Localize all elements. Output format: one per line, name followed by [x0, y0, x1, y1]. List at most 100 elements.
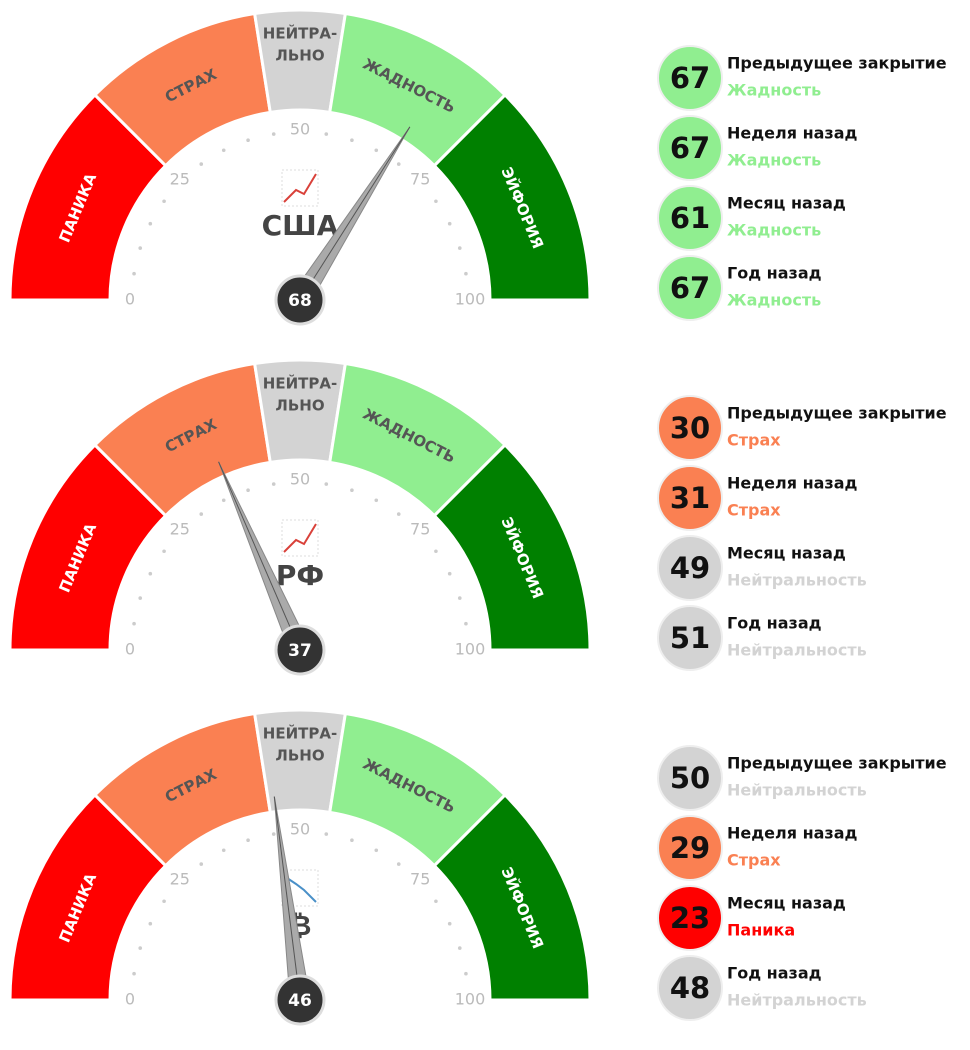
history-value: 67 — [670, 61, 710, 95]
value-circle — [274, 274, 326, 326]
history-status: Жадность — [727, 291, 821, 310]
minor-tick — [447, 921, 452, 926]
history-value: 29 — [670, 831, 710, 865]
history-status: Нейтральность — [727, 571, 867, 590]
tick-label: 100 — [455, 640, 486, 659]
minor-tick — [132, 271, 136, 276]
minor-tick — [324, 132, 329, 136]
minor-tick — [221, 498, 226, 503]
icon-line — [283, 523, 317, 553]
minor-tick — [246, 138, 250, 143]
history-circle — [657, 885, 723, 951]
minor-tick — [457, 946, 462, 950]
history-value: 30 — [670, 411, 710, 445]
zone-label: НЕЙТРА- ЛЬНО — [263, 24, 337, 65]
history-value: 67 — [670, 131, 710, 165]
minor-tick — [162, 199, 166, 204]
tick-label: 50 — [290, 470, 310, 489]
history-circle — [657, 45, 723, 111]
tick-label: 50 — [290, 820, 310, 839]
minor-tick — [148, 571, 153, 576]
history-label: Неделя назад — [727, 474, 858, 493]
tick-label: 75 — [410, 169, 430, 188]
icon-frame — [281, 519, 319, 557]
minor-tick — [132, 971, 136, 976]
minor-tick — [271, 832, 276, 836]
tick-label: 75 — [410, 869, 430, 888]
minor-tick — [132, 621, 136, 626]
zone-label: НЕЙТРА- ЛЬНО — [263, 724, 337, 765]
tick-label: 100 — [455, 990, 486, 1009]
gauge-label: РФ — [276, 559, 324, 592]
tick-label: 0 — [125, 290, 135, 309]
minor-tick — [350, 488, 354, 493]
minor-tick — [199, 162, 204, 166]
minor-tick — [396, 862, 401, 866]
minor-tick — [271, 482, 276, 486]
zone-label-line: ЛЬНО — [275, 747, 324, 765]
zone — [432, 92, 592, 302]
history-value: 51 — [670, 621, 710, 655]
history-value: 50 — [670, 761, 710, 795]
minor-tick — [138, 596, 143, 600]
history-value: 49 — [670, 551, 710, 585]
tick-label: 25 — [170, 869, 190, 888]
minor-tick — [396, 512, 401, 516]
history-label: Год назад — [727, 614, 822, 633]
minor-tick — [271, 132, 276, 136]
history-label: Месяц назад — [727, 544, 846, 563]
history-value: 61 — [670, 201, 710, 235]
history-label: Год назад — [727, 964, 822, 983]
minor-tick — [464, 971, 468, 976]
needle-line — [299, 126, 411, 301]
minor-tick — [148, 921, 153, 926]
history-circle — [657, 815, 723, 881]
history-circle — [657, 605, 723, 671]
history-status: Нейтральность — [727, 991, 867, 1010]
tick-label: 25 — [170, 169, 190, 188]
minor-tick — [457, 596, 462, 600]
zone — [432, 442, 592, 652]
history-status: Страх — [727, 501, 781, 520]
history-label: Неделя назад — [727, 124, 858, 143]
tick-label: 75 — [410, 519, 430, 538]
zone-label-line: ЛЬНО — [275, 397, 324, 415]
tick-label: 0 — [125, 640, 135, 659]
history-label: Неделя назад — [727, 824, 858, 843]
minor-tick — [464, 621, 468, 626]
history-label: Предыдущее закрытие — [727, 404, 947, 423]
history-status: Жадность — [727, 221, 821, 240]
history-value: 31 — [670, 481, 710, 515]
minor-tick — [434, 549, 438, 554]
history-status: Страх — [727, 851, 781, 870]
history-status: Нейтральность — [727, 781, 867, 800]
minor-tick — [221, 148, 226, 153]
minor-tick — [350, 838, 354, 843]
history-circle — [657, 255, 723, 321]
icon-line — [283, 875, 317, 903]
icon-frame — [281, 169, 319, 207]
minor-tick — [374, 848, 379, 853]
minor-tick — [148, 221, 153, 226]
zone-label-line: НЕЙТРА- — [263, 724, 337, 743]
tick-label: 0 — [125, 990, 135, 1009]
history-status: Нейтральность — [727, 641, 867, 660]
minor-tick — [396, 162, 401, 166]
history-status: Паника — [727, 921, 795, 940]
tick-label: 50 — [290, 120, 310, 139]
history-circle — [657, 535, 723, 601]
minor-tick — [350, 138, 354, 143]
tick-label: 25 — [170, 519, 190, 538]
zone — [432, 792, 592, 1002]
needle-line — [273, 796, 301, 1001]
zone-label-line: ЛЬНО — [275, 47, 324, 65]
value-label: 68 — [288, 291, 312, 311]
history-label: Предыдущее закрытие — [727, 754, 947, 773]
history-status: Страх — [727, 431, 781, 450]
history-status: Жадность — [727, 151, 821, 170]
history-label: Месяц назад — [727, 194, 846, 213]
history-circle — [657, 465, 723, 531]
minor-tick — [246, 838, 250, 843]
